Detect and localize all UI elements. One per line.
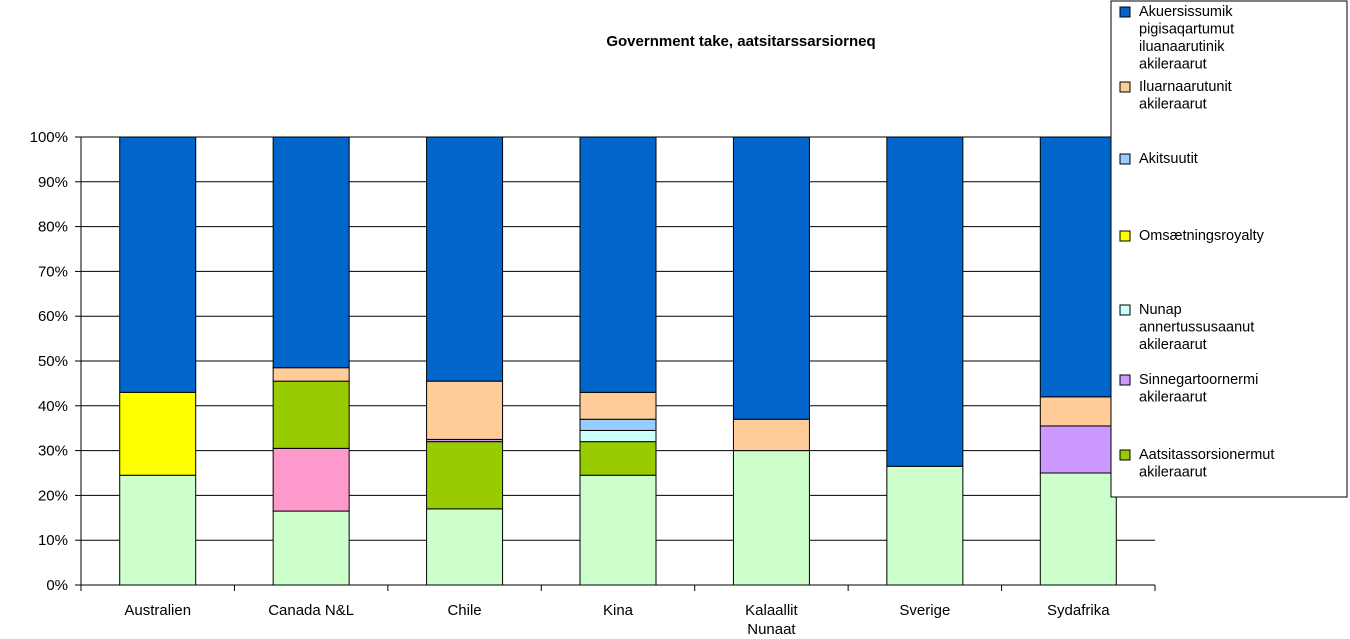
legend-swatch (1119, 6, 1131, 18)
bar-segment (579, 391, 657, 420)
bar-segment (1039, 396, 1117, 427)
y-axis-tick-labels: 0% 10% 20% 30% 40% 50% 60% 70% 80% 90% 100% (30, 129, 68, 594)
y-tick-label: 50% (38, 353, 68, 370)
legend-swatch (1119, 230, 1131, 242)
bar-segment (579, 418, 657, 431)
y-tick-label: 80% (38, 219, 68, 236)
bar-segment (732, 136, 810, 420)
bar-segment (272, 380, 350, 449)
bar-segment (886, 465, 964, 586)
legend-box (1110, 0, 1348, 498)
x-category-label: Canada N&L (268, 602, 354, 619)
y-tick-label: 40% (38, 398, 68, 415)
bar-segment (886, 136, 964, 467)
bar-segment (732, 450, 810, 586)
bar-segment (272, 447, 350, 512)
bar-segment (579, 474, 657, 586)
y-tick-label: 60% (38, 308, 68, 325)
bar-segment (1039, 136, 1117, 398)
y-tick-label: 90% (38, 174, 68, 191)
legend-swatch (1119, 449, 1131, 461)
x-category-label: Sydafrika (1047, 602, 1110, 619)
legend-swatch (1119, 153, 1131, 165)
bar-segment (732, 418, 810, 452)
y-tick-label: 10% (38, 532, 68, 549)
bar-segment (1039, 425, 1117, 474)
y-tick-label: 20% (38, 487, 68, 504)
legend-label: Aatsitassorsionermut akileraarut (1139, 447, 1274, 481)
chart-title: Government take, aatsitarssarsiorneq (606, 33, 875, 50)
bar-segment (119, 136, 197, 393)
bar-segment (426, 136, 504, 382)
legend-label: Nunap annertussusaanut akileraarut (1139, 302, 1254, 353)
x-category-label: Chile (447, 602, 481, 619)
x-axis-category-labels: Australien Canada N&L Chile Kina Kalaallit Nu… (124, 602, 1110, 638)
bar-segment (119, 391, 197, 476)
x-category-label: Kina (603, 602, 634, 619)
y-tick-label: 0% (46, 577, 68, 594)
axes (80, 137, 1156, 591)
y-tick-label: 30% (38, 443, 68, 460)
bar-segment (1039, 472, 1117, 586)
bar-segment (579, 429, 657, 443)
y-tick-label: 70% (38, 263, 68, 280)
x-category-label: Kalaallit Nunaat (745, 602, 798, 638)
bar-segment (426, 380, 504, 440)
bar-segment (272, 510, 350, 586)
bar-segment (579, 441, 657, 476)
x-category-label: Australien (124, 602, 191, 619)
bar-segment (579, 136, 657, 393)
legend-label: Omsætningsroyalty (1139, 228, 1265, 244)
legend: Akuersissumik pigisaqartumut iluanaarutini… (1110, 0, 1348, 498)
bar-segment (272, 367, 350, 382)
legend-swatch (1119, 81, 1131, 93)
bar-segment (426, 441, 504, 510)
legend-label: Akuersissumik pigisaqartumut iluanaarutini… (1139, 4, 1234, 73)
y-tick-label: 100% (30, 129, 68, 146)
x-category-label: Sverige (899, 602, 950, 619)
bars (119, 136, 1117, 586)
bar-segment (426, 508, 504, 586)
legend-label: Akitsuutit (1139, 151, 1198, 167)
bar-segment (119, 474, 197, 586)
legend-label: Sinnegartoornermi akileraarut (1139, 372, 1258, 406)
bar-segment (272, 136, 350, 369)
legend-swatch (1119, 374, 1131, 386)
legend-swatch (1119, 304, 1131, 316)
legend-label: Iluarnaarutunit akileraarut (1139, 79, 1232, 113)
